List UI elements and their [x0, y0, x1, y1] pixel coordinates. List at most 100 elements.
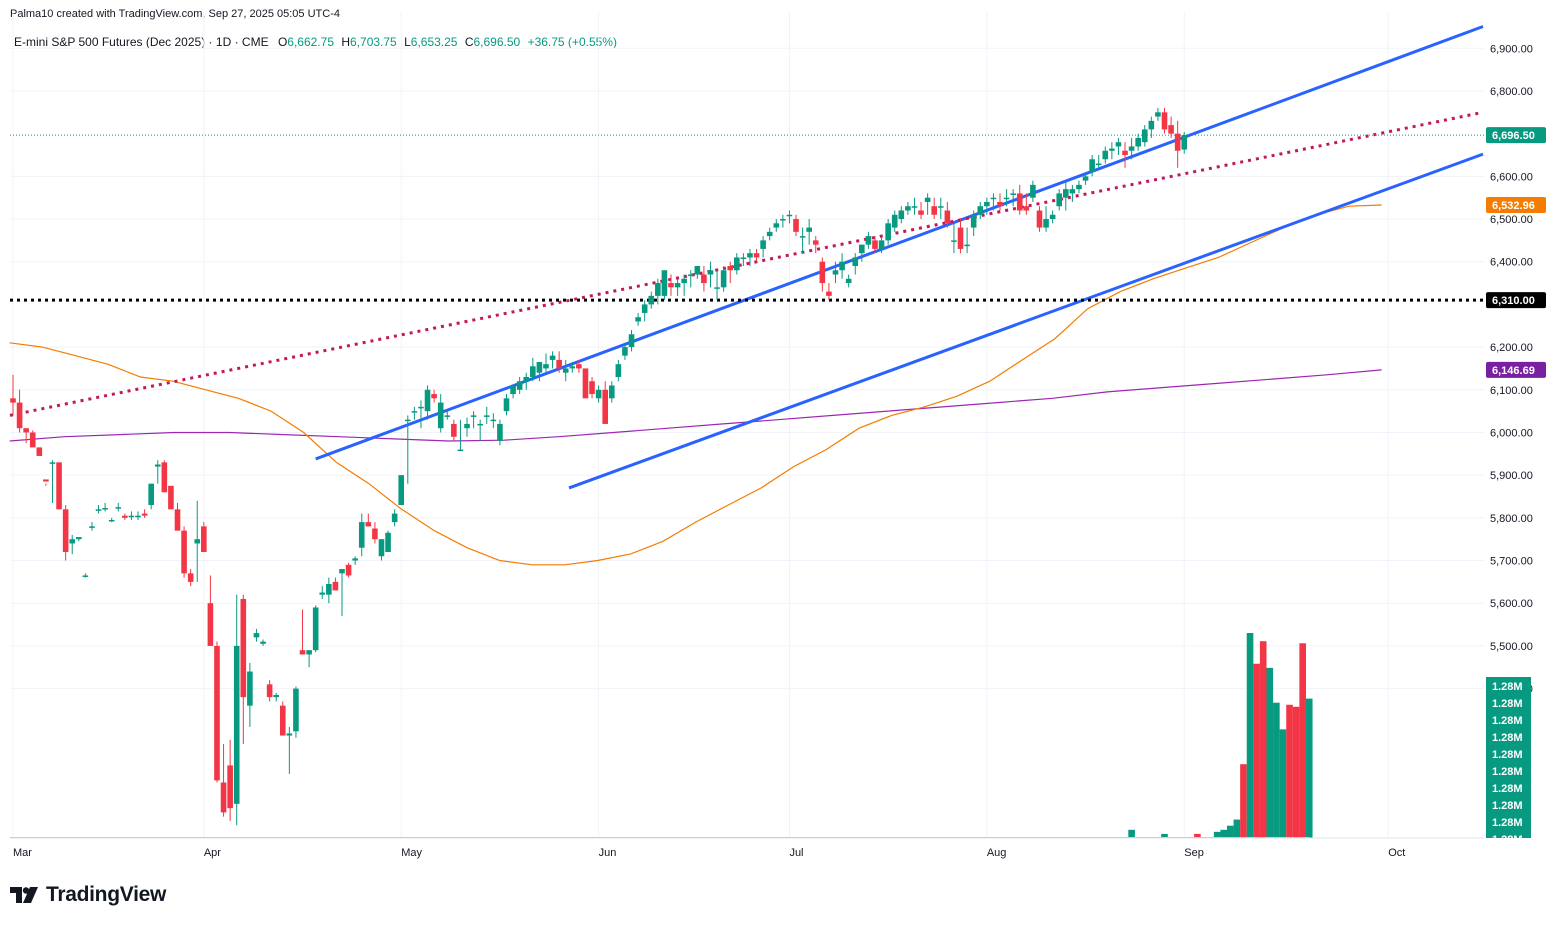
candle-body — [95, 509, 102, 511]
grid-lines — [10, 12, 1484, 838]
candle-body — [286, 733, 293, 736]
ma-200-tag-box — [1486, 361, 1546, 378]
candle-body — [76, 537, 82, 540]
y-tick-label: 5,700.00 — [1490, 556, 1533, 568]
candle-body — [622, 347, 628, 356]
candle-body — [483, 415, 490, 417]
ma-200-line — [9, 369, 1382, 442]
candle — [437, 394, 444, 433]
candle — [964, 227, 970, 254]
candle-body — [1056, 193, 1063, 207]
candle — [358, 513, 365, 557]
legend-interval[interactable]: 1D — [215, 35, 232, 49]
candle — [181, 526, 187, 578]
candle — [990, 193, 997, 211]
candle-body — [681, 278, 687, 284]
candle — [332, 577, 339, 591]
candle — [734, 253, 740, 275]
candle — [1109, 142, 1115, 160]
candle — [1010, 189, 1016, 207]
candle — [115, 502, 122, 512]
candle-body — [332, 581, 339, 591]
candle-body — [16, 402, 23, 429]
y-tick-label: 6,200.00 — [1490, 342, 1533, 354]
candle-body — [905, 206, 911, 211]
candle — [1181, 132, 1188, 154]
candle-body — [457, 449, 464, 452]
volume-bar — [1299, 643, 1306, 838]
candle-body — [62, 509, 69, 552]
candle-body — [885, 223, 891, 241]
candle — [385, 530, 391, 552]
candle-body — [293, 688, 299, 732]
candle — [648, 291, 655, 309]
candle — [549, 351, 556, 369]
volume-bar — [1194, 833, 1201, 838]
candle-body — [714, 287, 720, 289]
support-tag: 6,310.00 — [1486, 292, 1546, 309]
candle — [418, 400, 424, 429]
candle — [845, 274, 852, 288]
candle — [970, 210, 977, 237]
candle — [1082, 172, 1089, 185]
candle — [391, 509, 398, 527]
candle-body — [1095, 163, 1102, 166]
candle-body — [944, 210, 951, 224]
y-tick-label: 5,600.00 — [1490, 598, 1533, 610]
volume-bar — [1292, 706, 1300, 838]
legend-high: 6,703.75 — [350, 35, 397, 49]
y-tick-label: 6,100.00 — [1490, 385, 1533, 397]
candle-body — [405, 419, 411, 422]
candle — [312, 605, 319, 653]
candle — [201, 522, 207, 552]
candle-body — [536, 362, 543, 373]
candle-body — [543, 364, 549, 369]
candle-body — [391, 513, 398, 523]
candle — [911, 197, 918, 215]
candle — [108, 517, 115, 523]
candle — [1148, 116, 1155, 138]
candle-body — [358, 522, 365, 548]
ma-200-series — [9, 369, 1382, 442]
candle — [582, 368, 589, 399]
candle — [576, 359, 582, 373]
candle — [207, 575, 214, 646]
candle-body — [69, 539, 76, 544]
legend-symbol[interactable]: E-mini S&P 500 Futures (Dec 2025) — [14, 35, 206, 49]
candle — [957, 219, 964, 254]
candle-body — [1181, 135, 1188, 150]
candle — [247, 662, 253, 728]
volume-bar — [1259, 641, 1267, 838]
candle — [589, 376, 595, 399]
candle-body — [924, 197, 931, 202]
candle-body — [674, 283, 681, 288]
candle-body — [503, 398, 510, 412]
candle — [457, 419, 464, 452]
candle-body — [431, 394, 437, 399]
candle — [1135, 133, 1141, 151]
candle-body — [1122, 150, 1128, 156]
candle — [194, 500, 201, 582]
volume-bar — [1279, 729, 1287, 838]
last-price-tag-text: 6,696.50 — [1492, 130, 1535, 142]
candle-body — [1010, 193, 1016, 195]
candle-body — [214, 645, 220, 781]
candle-body — [1128, 146, 1135, 151]
volume-scale-bg — [1486, 677, 1531, 838]
candle — [95, 505, 102, 514]
candle — [89, 522, 95, 531]
candle — [319, 586, 326, 599]
tradingview-brand[interactable]: TradingView — [10, 883, 166, 907]
candle — [806, 219, 812, 245]
volume-bar — [1161, 833, 1168, 838]
candle — [503, 394, 510, 416]
candle — [266, 680, 273, 702]
candle-body — [279, 705, 286, 736]
candle — [687, 270, 694, 288]
candle-body — [1148, 120, 1155, 130]
candle-body — [181, 530, 187, 574]
candle-body — [1023, 206, 1030, 211]
candle — [859, 244, 865, 262]
candle-body — [470, 415, 477, 417]
